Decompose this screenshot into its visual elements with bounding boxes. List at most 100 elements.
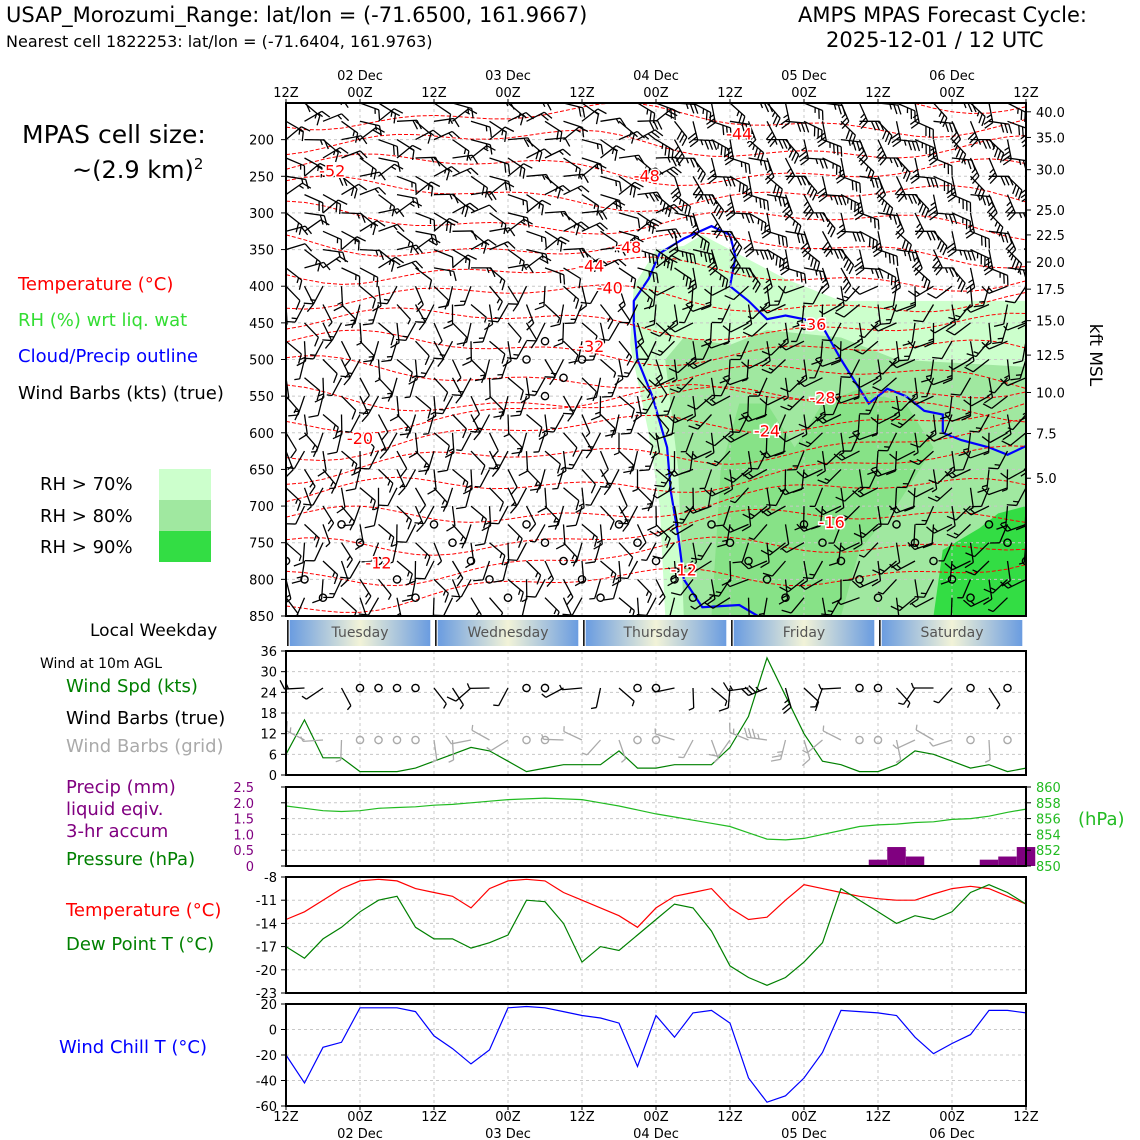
- barb-full: [376, 277, 379, 288]
- wind-barb: [632, 395, 642, 422]
- barb-staff: [461, 432, 472, 451]
- wind-barb: [581, 138, 604, 155]
- wind-barb: [489, 241, 516, 251]
- wind-barb: [890, 597, 916, 612]
- wind-barb: [729, 212, 755, 224]
- isotherm-label: -32: [578, 337, 604, 356]
- barb-full: [362, 395, 370, 404]
- wind-barb: [323, 579, 343, 599]
- wind-barb: [433, 340, 445, 367]
- wind-barb: [414, 505, 435, 525]
- barb-full: [519, 592, 524, 602]
- barb-half: [724, 700, 728, 707]
- barb-full: [562, 185, 571, 193]
- barb-full: [652, 272, 655, 283]
- barb-staff: [507, 469, 518, 488]
- wind-barb: [970, 103, 986, 127]
- wind-barb: [666, 413, 694, 424]
- wind-barb: [507, 578, 524, 602]
- barb-full: [967, 131, 976, 140]
- barb-full: [759, 305, 768, 314]
- barb-full: [303, 302, 314, 305]
- barb-full: [963, 250, 968, 261]
- wind-barb: [359, 267, 379, 288]
- wind-barb: [590, 396, 602, 421]
- wind-barb: [304, 110, 331, 122]
- barb-full: [985, 139, 992, 149]
- barb-staff: [746, 359, 750, 380]
- wind-barb: [432, 395, 454, 415]
- wind-barb: [725, 578, 749, 588]
- barb-half: [547, 575, 553, 580]
- wind-barb-10m: [433, 687, 447, 709]
- wind-barb: [835, 487, 845, 514]
- wind-barb: [451, 579, 472, 598]
- wind-barb: [802, 560, 824, 580]
- barb-staff: [711, 285, 731, 296]
- barb-half: [983, 452, 989, 456]
- wind-barb: [701, 286, 713, 311]
- wind-barb: [378, 523, 395, 547]
- barb-full: [928, 154, 938, 162]
- barb-staff: [378, 322, 395, 337]
- barb-full: [907, 251, 912, 262]
- barb-staff: [322, 524, 331, 544]
- barb-half: [930, 201, 936, 206]
- barb-staff: [470, 505, 487, 520]
- barb-half: [692, 453, 698, 459]
- barb-half: [832, 163, 834, 169]
- barb-staff: [637, 487, 653, 503]
- barb-full: [446, 696, 457, 702]
- barb-half: [298, 555, 302, 562]
- precip-bar: [905, 856, 925, 866]
- barb-full: [946, 533, 957, 539]
- calm-circle: [781, 593, 790, 603]
- wind-barb: [730, 340, 750, 361]
- barb-full: [815, 416, 824, 424]
- pressure-tick-label: 550: [249, 390, 274, 405]
- barb-full: [835, 164, 838, 175]
- barb-full: [270, 376, 280, 383]
- barb-full: [649, 445, 654, 456]
- barb-full: [1005, 300, 1015, 304]
- wind-barb: [618, 395, 635, 419]
- barb-half: [955, 314, 961, 318]
- wind-barb: [507, 163, 533, 177]
- wind-barb: [526, 148, 553, 159]
- wind-barb: [722, 523, 749, 533]
- wind-barb: [618, 181, 644, 196]
- wind-barb: [816, 451, 826, 477]
- barb-staff: [563, 285, 580, 300]
- barb-half: [906, 107, 909, 114]
- precip-tick-label: 0.5: [233, 844, 254, 859]
- barb-staff: [313, 542, 324, 562]
- barb-staff: [614, 414, 620, 435]
- barb-full: [445, 220, 456, 226]
- wind-barb: [796, 322, 823, 331]
- barb-full: [946, 323, 956, 331]
- barb-staff: [563, 120, 583, 129]
- weekday-label: Friday: [783, 625, 825, 641]
- wind-barb: [742, 322, 768, 337]
- wind-barb: [814, 358, 842, 367]
- barb-staff: [821, 212, 836, 229]
- barb-half: [423, 465, 430, 468]
- barb-half: [407, 319, 411, 325]
- wind-barb: [816, 176, 828, 203]
- wind-barb: [929, 556, 938, 566]
- barb-staff: [349, 359, 361, 378]
- wind-barb: [345, 469, 361, 492]
- wind-barb: [637, 578, 652, 604]
- barb-full: [501, 280, 506, 291]
- barb-staff: [748, 248, 769, 252]
- barb-full: [1026, 270, 1031, 279]
- pressure-tick-label: 750: [249, 537, 274, 552]
- wind-barb: [485, 377, 491, 401]
- wind-barb: [904, 487, 916, 512]
- barb-full: [981, 436, 991, 444]
- barb-staff: [489, 212, 507, 225]
- barb-staff: [902, 687, 916, 705]
- kft-tick-label: 40.0: [1036, 106, 1065, 121]
- wind-barb: [722, 377, 749, 386]
- barb-half: [859, 334, 865, 339]
